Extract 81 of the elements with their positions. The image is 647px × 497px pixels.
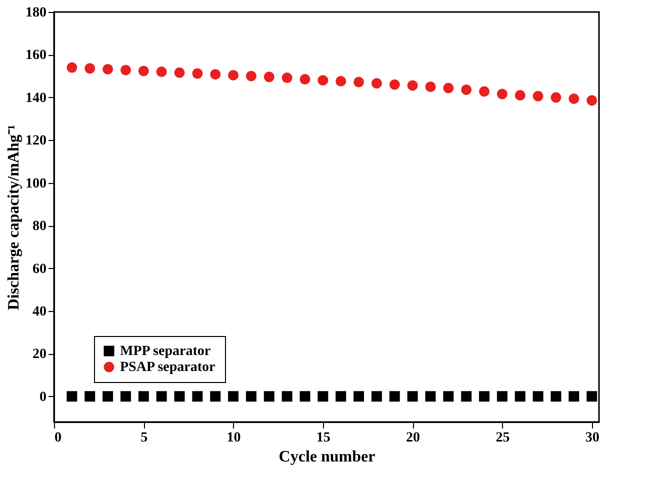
point: [300, 74, 310, 84]
point: [496, 88, 508, 100]
point: [407, 391, 418, 402]
point: [568, 93, 580, 104]
point: [586, 391, 598, 402]
point: [550, 92, 562, 103]
point: [138, 391, 149, 402]
point: [354, 391, 364, 402]
y-tick-label: 120: [26, 134, 46, 149]
point: [246, 70, 256, 82]
point: [550, 391, 562, 402]
point: [479, 86, 490, 97]
point: [318, 75, 328, 86]
point: [354, 76, 364, 88]
point: [282, 391, 292, 402]
point: [174, 391, 185, 402]
point: [120, 64, 131, 76]
point: [192, 68, 203, 79]
x-axis-title: Cycle number: [278, 448, 376, 466]
point: [120, 391, 131, 402]
point: [479, 391, 490, 402]
legend-label: MPP separator: [120, 344, 211, 359]
point: [84, 63, 96, 74]
y-tick-label: 20: [32, 347, 46, 362]
point: [228, 391, 239, 402]
point: [336, 391, 346, 402]
x-tick-label: 20: [406, 430, 420, 446]
point: [407, 80, 418, 91]
point: [568, 391, 580, 402]
point: [84, 391, 96, 402]
point: [156, 66, 167, 78]
point: [156, 391, 167, 402]
point: [228, 70, 239, 80]
y-axis-title: Discharge capacity/mAhg⁻¹: [6, 124, 22, 310]
x-tick-label: 0: [54, 430, 62, 446]
point: [102, 64, 114, 74]
point: [425, 82, 436, 92]
point: [425, 391, 436, 402]
point: [300, 391, 310, 402]
x-tick-label: 25: [496, 430, 510, 446]
point: [264, 72, 274, 82]
point: [443, 391, 454, 402]
point: [532, 391, 544, 402]
point: [371, 391, 382, 402]
y-tick-label: 100: [26, 176, 46, 192]
point: [102, 391, 114, 402]
point: [389, 391, 400, 402]
point: [138, 66, 149, 76]
point: [586, 95, 598, 106]
point: [264, 391, 274, 402]
y-tick-label: 80: [32, 219, 46, 234]
point: [210, 391, 221, 402]
point: [66, 391, 78, 402]
y-tick-label: 40: [32, 304, 46, 320]
point: [336, 76, 346, 86]
point: [210, 69, 221, 80]
legend-label: PSAP separator: [120, 360, 216, 375]
y-tick-label: 140: [26, 90, 46, 106]
x-tick-label: 15: [316, 430, 330, 446]
point: [371, 78, 382, 89]
point: [532, 90, 544, 102]
point: [461, 84, 472, 95]
point: [389, 79, 400, 90]
x-tick-label: 30: [585, 430, 600, 446]
point: [282, 72, 292, 84]
point: [496, 391, 508, 402]
point: [246, 391, 256, 402]
point: [66, 62, 78, 73]
y-tick-label: 160: [26, 48, 46, 64]
point: [461, 391, 472, 402]
point: [514, 90, 526, 101]
y-tick-label: 0: [40, 390, 46, 405]
x-tick-label: 10: [226, 430, 241, 446]
y-tick-label: 60: [32, 262, 46, 277]
point: [174, 67, 185, 78]
point: [443, 82, 454, 94]
point: [318, 391, 328, 402]
y-tick-label: 180: [26, 6, 46, 20]
point: [514, 391, 526, 402]
x-tick-label: 5: [140, 430, 148, 446]
point: [192, 391, 203, 402]
